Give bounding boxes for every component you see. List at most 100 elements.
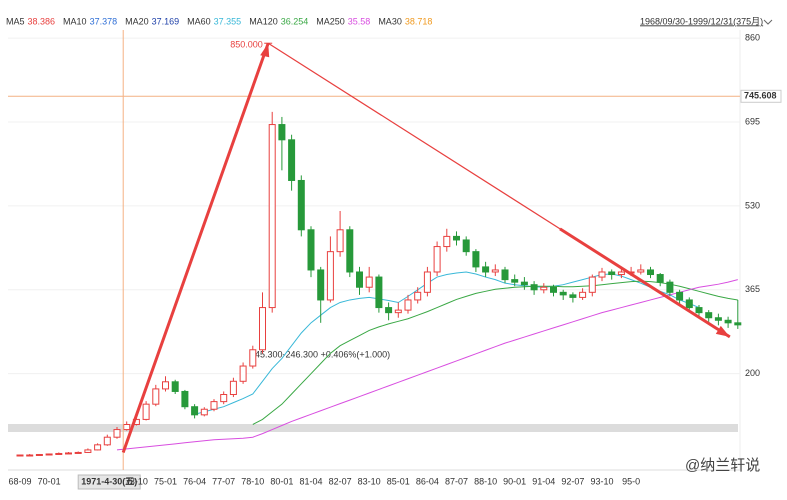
candle-body: [666, 281, 674, 293]
candle-body: [656, 274, 664, 283]
x-tick-label: 1971-4-30(五): [81, 476, 137, 486]
candle-body: [278, 124, 286, 141]
candle-body: [239, 365, 247, 382]
x-tick-label: 75-01: [154, 476, 177, 486]
arrow-head: [260, 43, 270, 58]
candle-body: [540, 286, 548, 291]
legend-value: 38.386: [28, 16, 56, 26]
candle-body: [103, 436, 111, 446]
candle-body: [569, 294, 577, 298]
x-tick-label: 73-10: [125, 476, 148, 486]
candle-body: [356, 271, 363, 288]
candle-body: [588, 276, 596, 293]
candle-body: [714, 317, 722, 321]
x-tick-label: 93-10: [590, 476, 613, 486]
candle-body: [35, 453, 43, 456]
dropdown-arrow: [763, 19, 773, 25]
x-tick-label: 87-07: [445, 476, 468, 486]
legend-name: MA250: [316, 16, 345, 26]
candle-body: [45, 453, 53, 456]
ma-line: [116, 279, 738, 451]
x-tick-label: 81-04: [299, 476, 322, 486]
legend-value: 38.718: [405, 16, 433, 26]
legend-name: MA60: [187, 16, 211, 26]
x-tick-label: 86-04: [416, 476, 439, 486]
watermark: @纳兰轩说: [685, 457, 760, 474]
x-tick-label: 68-09: [8, 476, 31, 486]
x-tick-label: 77-07: [212, 476, 235, 486]
candle-body: [423, 271, 431, 293]
x-tick-label: 90-01: [503, 476, 526, 486]
candle-body: [453, 235, 460, 241]
candle-body: [685, 299, 693, 309]
candle-body: [94, 444, 102, 451]
price-label-box: [740, 89, 782, 103]
legend-name: MA120: [249, 16, 278, 26]
legend-value: 36.254: [281, 16, 309, 26]
legend-name: MA30: [378, 16, 402, 26]
y-tick-label: 860: [745, 33, 760, 43]
x-tick-label: 85-01: [387, 476, 410, 486]
candle-body: [579, 291, 587, 298]
candle-body: [637, 269, 645, 273]
candle-body: [113, 429, 121, 438]
candle-body: [676, 291, 684, 301]
candle-body: [317, 269, 325, 301]
candle-body: [375, 276, 383, 309]
candle-body: [491, 269, 499, 273]
x-tick-label: 82-07: [329, 476, 352, 486]
candle-body: [695, 307, 703, 314]
candle-body: [297, 179, 305, 231]
legend-name: MA20: [125, 16, 149, 26]
x-tick-label: 70-01: [38, 476, 61, 486]
candle-body: [433, 246, 441, 273]
crosshair-label-box: [77, 474, 141, 490]
candle-body: [84, 449, 92, 453]
legend-value: 37.355: [214, 16, 242, 26]
legend-value: 37.378: [90, 16, 118, 26]
candle-body: [181, 390, 189, 408]
peak-label: 850.000: [230, 40, 263, 50]
candle-body: [462, 239, 470, 253]
x-tick-label: 76-04: [183, 476, 206, 486]
candle-body: [608, 271, 616, 276]
candle-body: [365, 276, 373, 288]
candle-body: [705, 312, 713, 319]
candle-body: [598, 271, 606, 278]
candle-body: [142, 403, 150, 420]
candle-body: [55, 452, 63, 455]
date-range: 1968/09/30-1999/12/31(375月): [640, 16, 763, 26]
candle-body: [220, 394, 228, 403]
candle-body: [123, 423, 131, 431]
candle-body: [336, 229, 344, 253]
candle-body: [249, 349, 257, 367]
trend-arrow-down: [559, 227, 731, 339]
candle-body: [443, 235, 451, 248]
legend-name: MA10: [63, 16, 87, 26]
candle-body: [404, 299, 412, 311]
candle-body: [511, 279, 519, 283]
candle-body: [482, 266, 490, 273]
candle-body: [326, 251, 334, 301]
price-label: 745.608: [744, 91, 777, 101]
candle-body: [288, 139, 296, 181]
candle-body: [724, 319, 732, 324]
candle-body: [65, 452, 72, 455]
candle-body: [520, 281, 528, 286]
candle-body: [26, 454, 34, 457]
x-tick-label: 92-07: [561, 476, 584, 486]
x-tick-label: 88-10: [474, 476, 497, 486]
range-note: 245.300-246.300 +0.406%(+1.000): [250, 349, 390, 359]
candle-body: [734, 322, 742, 326]
candle-body: [559, 291, 567, 296]
x-tick-label: 78-10: [241, 476, 264, 486]
legend-value: 35.58: [348, 16, 371, 26]
legend-value: 37.169: [152, 16, 180, 26]
y-tick-label: 695: [745, 116, 760, 126]
legend-name: MA5: [6, 16, 25, 26]
candle-body: [16, 454, 24, 457]
candle-body: [191, 406, 199, 416]
gray-band: [8, 424, 738, 432]
